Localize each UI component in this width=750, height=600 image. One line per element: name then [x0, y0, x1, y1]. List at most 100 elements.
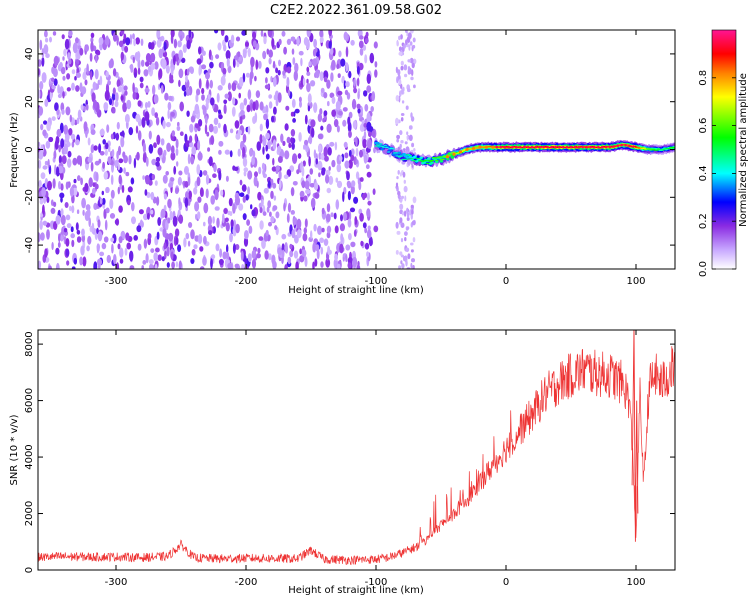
noise-speckle — [188, 190, 192, 200]
noise-speckle — [167, 217, 171, 224]
noise-speckle — [145, 156, 149, 167]
noise-speckle — [272, 139, 277, 151]
noise-band-speckle — [410, 249, 414, 253]
noise-speckle — [119, 131, 125, 137]
noise-speckle — [168, 232, 174, 242]
noise-speckle — [269, 211, 272, 217]
noise-speckle — [298, 50, 304, 56]
noise-speckle — [132, 33, 135, 40]
noise-speckle — [302, 233, 308, 242]
noise-speckle — [50, 199, 54, 206]
noise-speckle — [168, 95, 173, 101]
y-tick-label: 2000 — [24, 501, 35, 526]
noise-speckle — [135, 113, 141, 123]
noise-speckle — [371, 130, 376, 138]
noise-speckle — [210, 135, 215, 146]
noise-speckle — [287, 202, 292, 213]
noise-band-speckle — [405, 39, 408, 45]
noise-speckle — [299, 255, 305, 263]
noise-band-speckle — [410, 242, 414, 246]
noise-speckle — [186, 68, 190, 76]
noise-speckle — [304, 218, 308, 228]
noise-speckle — [142, 260, 147, 265]
noise-speckle — [331, 159, 336, 168]
noise-speckle — [196, 108, 200, 114]
noise-speckle — [229, 128, 234, 134]
noise-speckle — [317, 113, 323, 123]
noise-speckle — [71, 69, 76, 75]
noise-speckle — [352, 120, 357, 130]
signal-peak-dot — [519, 145, 522, 149]
noise-speckle — [370, 106, 375, 112]
noise-speckle — [226, 244, 229, 253]
noise-speckle — [232, 97, 236, 106]
signal-peak-dot — [608, 145, 612, 149]
noise-band-speckle — [399, 203, 404, 210]
signal-track-cell — [439, 160, 444, 163]
noise-speckle — [98, 158, 102, 164]
noise-speckle — [44, 160, 48, 166]
noise-speckle — [214, 104, 219, 113]
noise-speckle — [323, 92, 328, 99]
noise-speckle — [120, 51, 125, 61]
noise-speckle — [220, 75, 226, 86]
noise-band-speckle — [412, 265, 415, 269]
noise-speckle — [290, 36, 296, 42]
noise-speckle — [75, 139, 80, 146]
noise-speckle — [99, 251, 105, 257]
noise-band-speckle — [411, 142, 415, 148]
noise-speckle — [360, 240, 364, 247]
noise-speckle — [277, 247, 282, 256]
y-tick-label: -20 — [24, 189, 35, 205]
noise-speckle — [356, 66, 360, 75]
noise-speckle — [102, 139, 106, 145]
noise-speckle — [86, 63, 89, 74]
noise-speckle — [247, 253, 252, 263]
noise-speckle — [76, 155, 82, 165]
noise-speckle — [365, 164, 370, 170]
noise-band-speckle — [396, 134, 400, 140]
noise-speckle — [218, 149, 222, 155]
noise-speckle — [344, 152, 349, 159]
x-tick-label: 0 — [503, 577, 509, 588]
noise-speckle — [304, 180, 310, 190]
noise-band-speckle — [404, 195, 407, 202]
noise-speckle — [316, 249, 320, 260]
noise-speckle — [208, 230, 213, 236]
noise-speckle — [292, 57, 296, 65]
noise-speckle — [319, 108, 323, 115]
noise-speckle — [137, 100, 142, 107]
noise-speckle — [94, 160, 100, 166]
noise-speckle — [320, 261, 324, 268]
noise-speckle — [345, 244, 351, 251]
noise-speckle — [312, 261, 315, 269]
noise-speckle — [187, 240, 191, 247]
noise-speckle — [241, 184, 247, 192]
noise-speckle — [249, 74, 253, 86]
noise-speckle — [170, 66, 174, 76]
noise-speckle — [75, 37, 79, 44]
noise-speckle — [154, 263, 158, 269]
noise-speckle — [86, 208, 91, 218]
noise-speckle — [338, 110, 343, 116]
noise-speckle — [77, 175, 81, 182]
noise-band-speckle — [400, 65, 404, 71]
noise-speckle — [351, 98, 357, 110]
noise-speckle — [291, 48, 295, 55]
noise-band-speckle — [409, 30, 414, 34]
signal-peak-dot — [550, 145, 553, 149]
noise-speckle — [359, 177, 364, 182]
signal-peak-dot — [478, 145, 482, 149]
noise-speckle — [68, 58, 72, 65]
noise-speckle — [223, 104, 227, 115]
noise-speckle — [252, 40, 257, 48]
noise-speckle — [105, 142, 109, 150]
y-tick-label: 0 — [24, 567, 35, 573]
noise-speckle — [68, 205, 72, 212]
noise-speckle — [109, 198, 114, 210]
signal-peak-dot — [445, 155, 450, 159]
noise-speckle — [104, 36, 110, 46]
noise-speckle — [76, 236, 82, 243]
noise-speckle — [190, 258, 195, 264]
noise-speckle — [191, 146, 197, 156]
